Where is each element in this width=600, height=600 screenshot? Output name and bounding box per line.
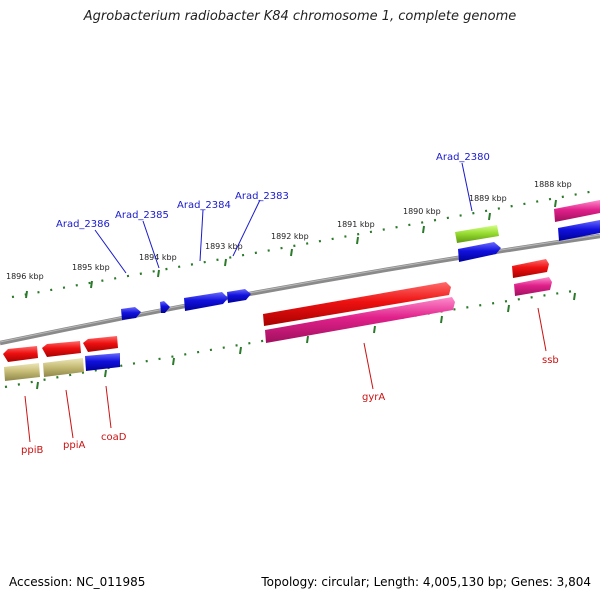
map-title: Agrobacterium radiobacter K84 chromosome…	[83, 9, 517, 24]
outer-major-ticks	[25, 199, 557, 299]
lower-leader-lines	[24, 307, 547, 443]
genome-summary-text: Topology: circular; Length: 4,005,130 bp…	[261, 575, 591, 589]
gene-arad-2386[interactable]	[121, 307, 141, 320]
kbp-label: 1889 kbp	[469, 194, 507, 203]
gene-label-arad-2380[interactable]: Arad_2380	[436, 152, 490, 163]
gene-label-gyrA[interactable]: gyrA	[362, 392, 385, 403]
gene-coaD-partner[interactable]	[85, 353, 120, 371]
genome-backbone	[0, 233, 600, 346]
gene-right-blue[interactable]	[558, 220, 600, 241]
gene-arad-2383[interactable]	[227, 289, 251, 303]
gene-arad-2384[interactable]	[184, 292, 228, 311]
kbp-label: 1892 kbp	[271, 232, 309, 241]
kbp-label: 1890 kbp	[403, 207, 441, 216]
kbp-label: 1893 kbp	[205, 242, 243, 251]
gene-label-ssb[interactable]: ssb	[542, 355, 559, 366]
kbp-label: 1896 kbp	[6, 272, 44, 281]
kbp-label: 1894 kbp	[139, 253, 177, 262]
gene-arad-2380[interactable]	[455, 225, 499, 243]
gene-label-coaD[interactable]: coaD	[101, 432, 127, 443]
gene-ssb-partner[interactable]	[514, 277, 552, 296]
gene-arad-2385[interactable]	[160, 301, 170, 313]
gene-ssb[interactable]	[512, 259, 549, 278]
outer-tick-track	[11, 188, 600, 299]
gene-ppiB[interactable]	[3, 346, 38, 362]
accession-text: Accession: NC_011985	[9, 575, 146, 589]
gene-gyrA[interactable]	[263, 282, 451, 326]
gene-right-magenta[interactable]	[554, 200, 600, 222]
gene-label-ppiB[interactable]: ppiB	[21, 445, 43, 456]
gene-label-ppiA[interactable]: ppiA	[63, 440, 85, 451]
gene-features	[3, 200, 600, 381]
lower-gene-labels: ppiB ppiA coaD gyrA ssb	[21, 355, 559, 456]
kbp-label: 1888 kbp	[534, 180, 572, 189]
kbp-scale-labels: 1896 kbp 1895 kbp 1894 kbp 1893 kbp 1892…	[6, 180, 572, 281]
gene-label-arad-2383[interactable]: Arad_2383	[235, 191, 289, 202]
upper-gene-labels: Arad_2386 Arad_2385 Arad_2384 Arad_2383 …	[56, 152, 490, 230]
gene-label-arad-2386[interactable]: Arad_2386	[56, 219, 110, 230]
gene-label-arad-2385[interactable]: Arad_2385	[115, 210, 169, 221]
upper-leader-lines	[94, 162, 473, 274]
inner-major-ticks	[36, 292, 576, 390]
kbp-label: 1891 kbp	[337, 220, 375, 229]
gene-ppiB-partner[interactable]	[4, 363, 40, 381]
kbp-label: 1895 kbp	[72, 263, 110, 272]
inner-tick-track	[4, 288, 581, 389]
gene-arad-2380-partner[interactable]	[458, 242, 501, 262]
gene-ppiA[interactable]	[42, 341, 81, 357]
gene-gyrA-partner[interactable]	[265, 297, 455, 343]
gene-ppiA-partner[interactable]	[43, 358, 84, 377]
gene-coaD[interactable]	[83, 336, 118, 352]
gene-label-arad-2384[interactable]: Arad_2384	[177, 200, 231, 211]
